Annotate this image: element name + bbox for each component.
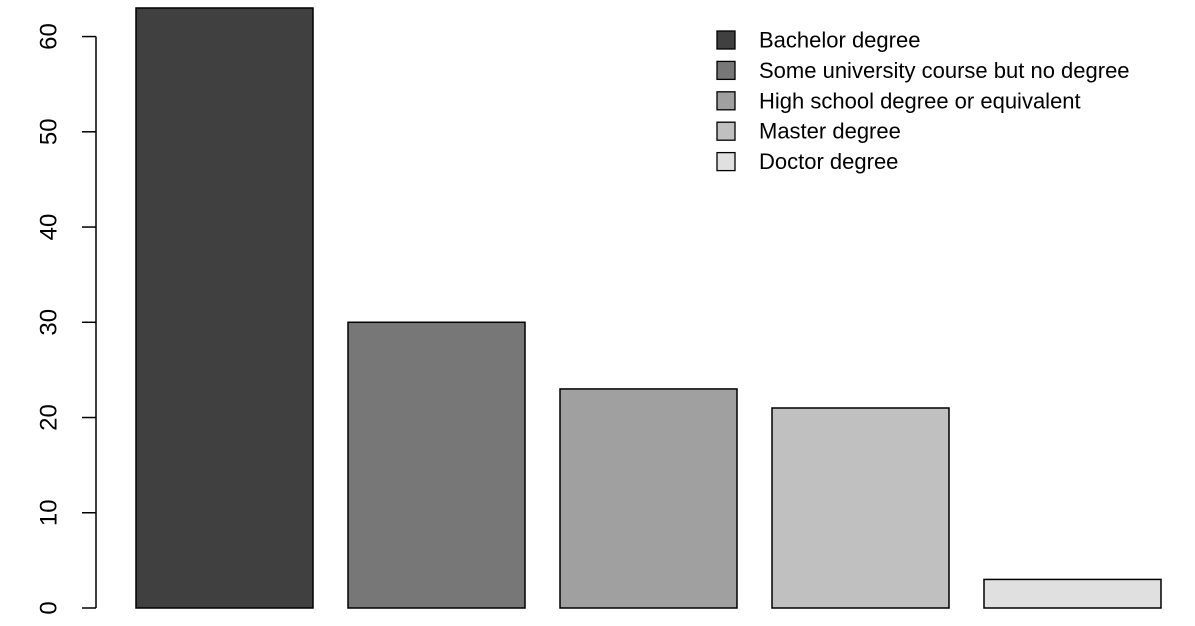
legend-label-1: Bachelor degree — [759, 28, 920, 53]
bars — [135, 7, 1162, 609]
legend-label-4: Master degree — [759, 119, 901, 144]
bar-1 — [135, 7, 314, 609]
y-tick-label: 50 — [36, 118, 63, 145]
legend: Bachelor degree Some university course bu… — [716, 28, 1130, 174]
y-axis: 0 10 20 30 40 50 60 — [36, 23, 97, 615]
legend-swatch-3 — [716, 91, 736, 111]
bar-3 — [559, 388, 738, 609]
y-tick-label: 20 — [36, 404, 63, 431]
y-tick-label: 60 — [36, 23, 63, 50]
y-tick-label: 10 — [36, 499, 63, 526]
legend-label-2: Some university course but no degree — [759, 58, 1130, 83]
legend-swatch-5 — [716, 151, 736, 172]
legend-swatch-4 — [716, 121, 736, 141]
y-tick-label: 40 — [36, 214, 63, 241]
y-tick-label: 30 — [36, 309, 63, 336]
bar-5 — [983, 578, 1162, 609]
bar-4 — [771, 407, 950, 609]
legend-swatch-1 — [716, 30, 736, 50]
legend-swatch-2 — [716, 60, 736, 81]
legend-label-3: High school degree or equivalent — [759, 88, 1081, 113]
bar-2 — [347, 321, 526, 609]
legend-label-5: Doctor degree — [759, 149, 898, 174]
y-tick-label: 0 — [36, 601, 63, 614]
